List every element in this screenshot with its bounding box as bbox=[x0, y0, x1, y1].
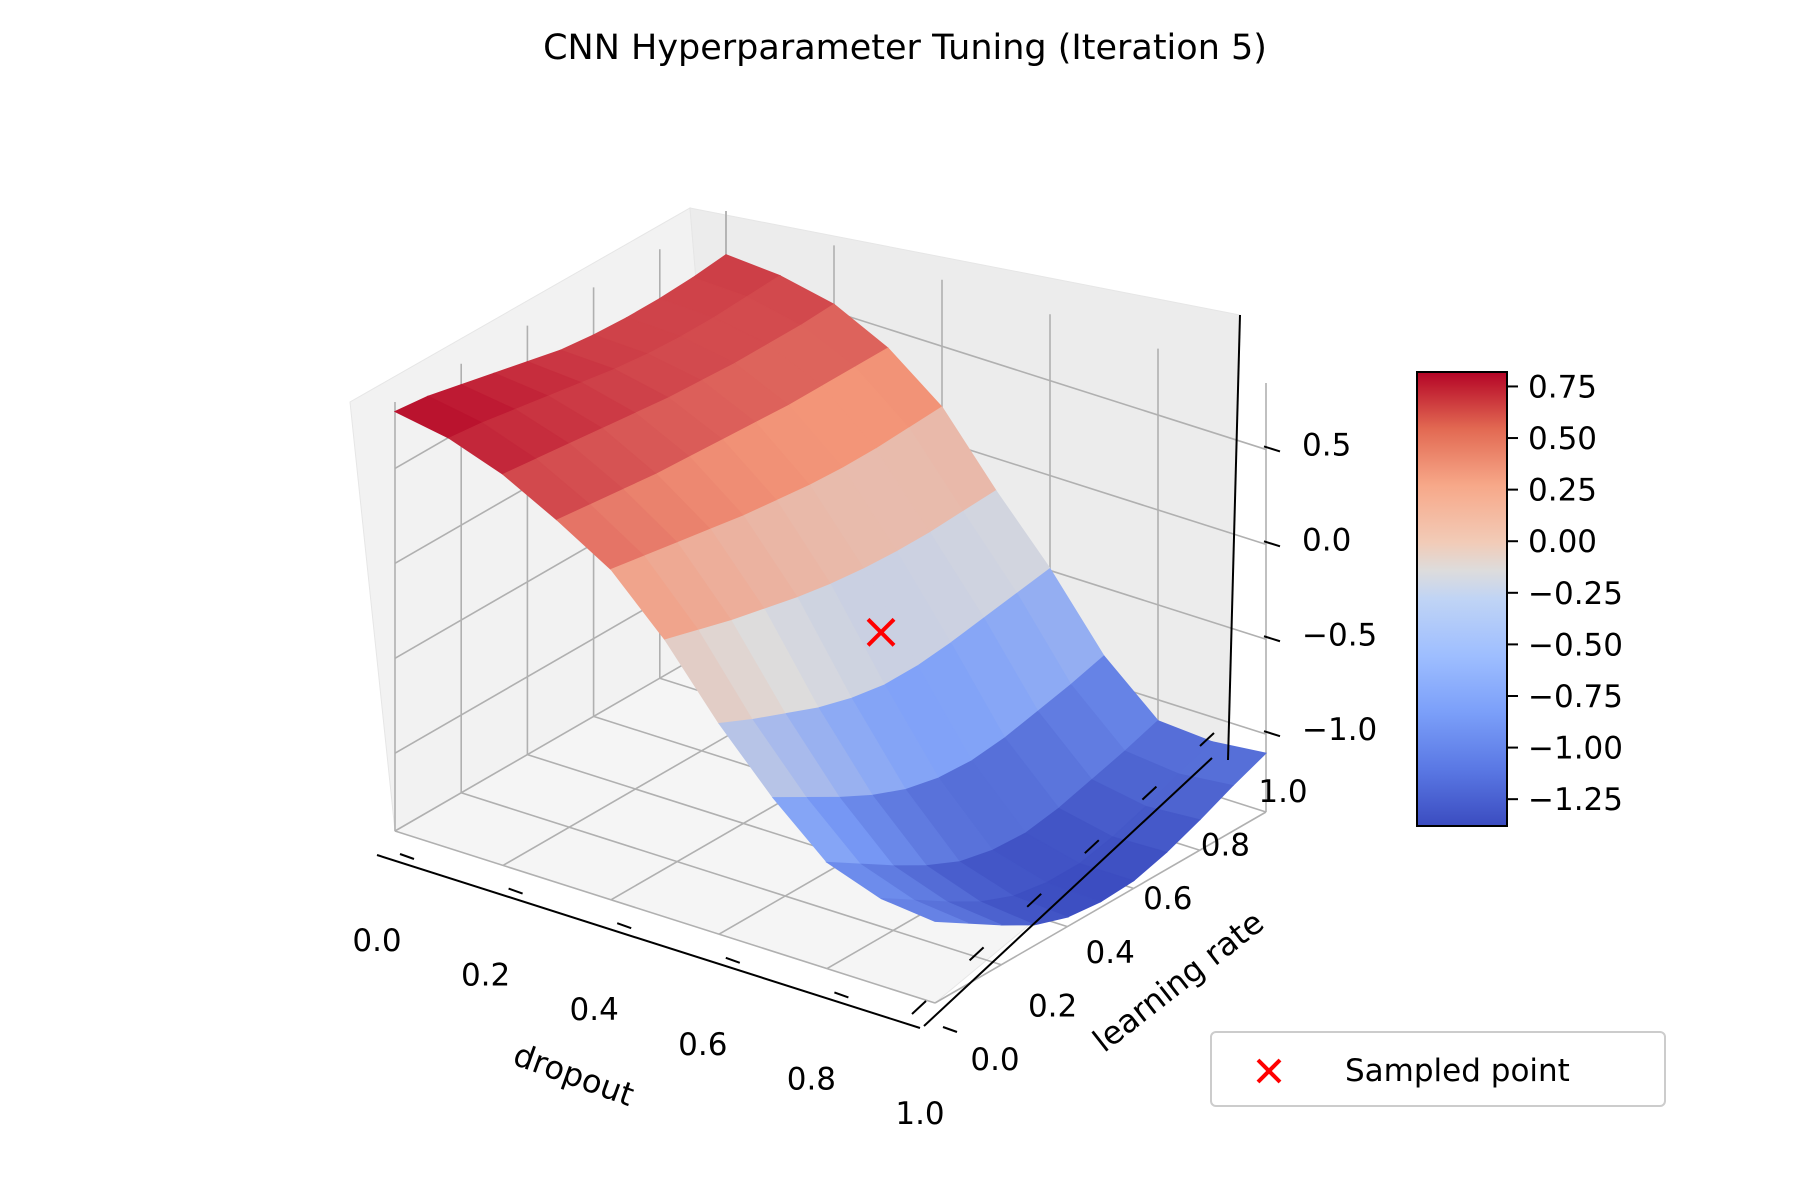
z-tick-mark bbox=[1263, 540, 1281, 548]
legend-marker-x bbox=[1256, 1058, 1282, 1084]
colorbar-tick-label: −0.25 bbox=[1528, 576, 1623, 612]
x-axis-label: dropout bbox=[509, 1035, 640, 1113]
colorbar-tick-label: 0.00 bbox=[1528, 524, 1597, 560]
x-tick-label: 1.0 bbox=[895, 1096, 944, 1132]
x-tick-mark bbox=[725, 956, 741, 964]
colorbar-gradient bbox=[1416, 371, 1508, 827]
y-tick-mark bbox=[1141, 785, 1158, 801]
surface-plot bbox=[393, 254, 1268, 926]
x-axis-line bbox=[376, 854, 921, 1029]
chart-title: CNN Hyperparameter Tuning (Iteration 5) bbox=[543, 28, 1267, 68]
y-tick-label: 0.2 bbox=[1028, 988, 1077, 1024]
y-axis-line bbox=[923, 757, 1213, 1027]
z-tick-mark bbox=[1263, 635, 1281, 643]
colorbar-tick-label: −1.25 bbox=[1528, 782, 1623, 818]
colorbar-tick-label: 0.50 bbox=[1528, 421, 1597, 457]
z-tick-label: 0.0 bbox=[1302, 522, 1351, 558]
x-tick-label: 0.8 bbox=[787, 1061, 836, 1097]
colorbar-tick-label: −0.50 bbox=[1528, 627, 1623, 663]
legend-box bbox=[1210, 1031, 1666, 1107]
marker-stroke bbox=[866, 617, 896, 647]
z-tick-label: −0.5 bbox=[1302, 617, 1377, 653]
z-tick-mark bbox=[1263, 730, 1281, 738]
y-tick-mark bbox=[911, 1000, 927, 1015]
x-tick-mark bbox=[834, 991, 849, 999]
grid-floor-x-0 bbox=[394, 639, 727, 832]
x-tick-label: 0.6 bbox=[678, 1027, 727, 1063]
x-tick-mark bbox=[508, 887, 523, 895]
y-tick-label: 0.4 bbox=[1086, 935, 1135, 971]
x-tick-label: 0.4 bbox=[570, 992, 619, 1028]
grid-floor-y-0 bbox=[394, 830, 936, 1004]
x-tick-mark bbox=[616, 922, 632, 930]
y-tick-label: 0.6 bbox=[1143, 881, 1192, 917]
z-tick-label: −1.0 bbox=[1302, 712, 1377, 748]
x-tick-label: 0.2 bbox=[461, 958, 510, 994]
y-tick-mark bbox=[1084, 839, 1100, 854]
x-tick-mark bbox=[399, 853, 415, 860]
y-tick-label: 0.0 bbox=[970, 1042, 1019, 1078]
colorbar-tick-label: 0.75 bbox=[1528, 369, 1597, 405]
colorbar-tick-label: −0.75 bbox=[1528, 679, 1623, 715]
z-tick-label: 0.5 bbox=[1302, 427, 1351, 463]
y-tick-mark bbox=[1026, 893, 1042, 908]
x-tick-mark bbox=[942, 1026, 958, 1033]
legend-label: Sampled point bbox=[1345, 1053, 1570, 1089]
z-axis-line bbox=[1227, 314, 1241, 761]
y-tick-label: 1.0 bbox=[1258, 774, 1307, 810]
colorbar-tick-label: −1.00 bbox=[1528, 731, 1623, 767]
colorbar-ticks: 0.75 0.50 0.25 0.00 −0.25 −0.50 −0.75 −1.00 −1.2… bbox=[1507, 369, 1623, 818]
colorbar: 0.75 0.50 0.25 0.00 −0.25 −0.50 −0.75 −1.00 −1.2… bbox=[1416, 369, 1623, 827]
grid-floor-y-1 bbox=[460, 792, 1002, 966]
z-tick-mark bbox=[1263, 445, 1281, 453]
sampled-points bbox=[866, 617, 896, 647]
grid-floor-x-5 bbox=[934, 811, 1267, 1004]
sampled-point-marker bbox=[866, 617, 896, 647]
colorbar-tick-label: 0.25 bbox=[1528, 473, 1597, 509]
y-tick-label: 0.8 bbox=[1201, 828, 1250, 864]
surface-patch bbox=[880, 897, 969, 924]
x-tick-label: 0.0 bbox=[352, 923, 401, 959]
y-tick-mark bbox=[968, 946, 985, 962]
legend: Sampled point bbox=[1210, 1031, 1666, 1107]
y-tick-mark bbox=[1199, 732, 1215, 747]
